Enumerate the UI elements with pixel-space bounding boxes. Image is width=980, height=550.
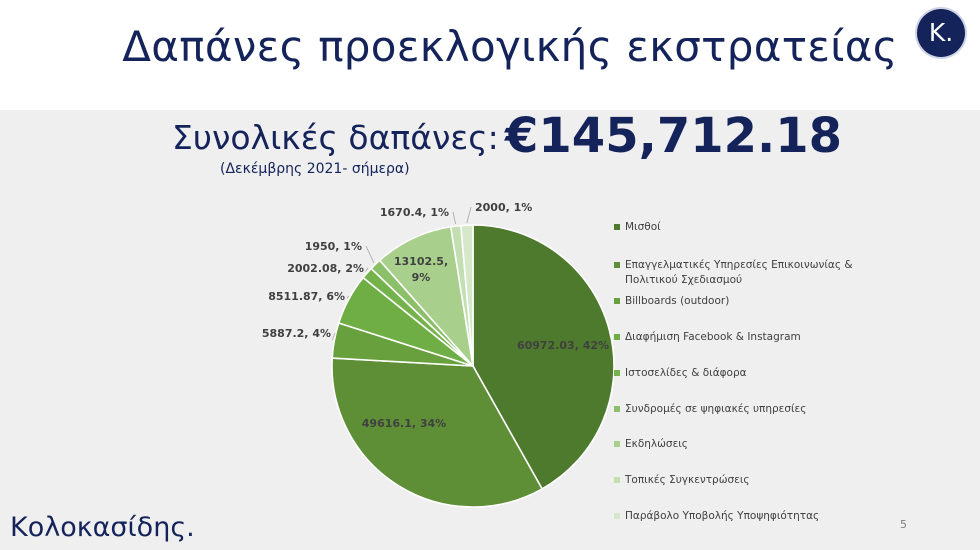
pie-slice xyxy=(459,224,474,367)
slice-label: 60972.03, 42% xyxy=(517,339,609,352)
logo-badge: K. xyxy=(917,9,965,57)
legend-label: Παράβολο Υποβολής Υποψηφιότητας xyxy=(625,510,820,522)
legend-swatch xyxy=(614,441,620,447)
slice-label: 1670.4, 1% xyxy=(380,206,449,219)
pie-slice xyxy=(472,224,615,490)
brand-logo: Κολοκασίδης. xyxy=(10,512,195,543)
legend-swatch xyxy=(614,513,620,519)
header-band xyxy=(0,0,980,110)
page-number: 5 xyxy=(900,518,907,531)
legend-label: Επαγγελματικές Υπηρεσίες Επικοινωνίας & … xyxy=(625,259,853,286)
slice-label: 2000, 1% xyxy=(475,201,532,214)
legend-label: Μισθοί xyxy=(625,221,661,233)
legend-swatch xyxy=(614,477,620,483)
leader-line xyxy=(466,206,472,224)
leader-line xyxy=(332,332,336,341)
legend-label: Εκδηλώσεις xyxy=(625,438,688,450)
leader-line xyxy=(452,211,456,225)
total-expenses-label: Συνολικές δαπάνες: xyxy=(172,118,499,157)
pie-slice xyxy=(331,357,544,508)
legend-label: Διαφήμιση Facebook & Instagram xyxy=(625,331,801,343)
slice-label: 13102.5, 9% xyxy=(394,255,448,284)
slice-label: 1950, 1% xyxy=(305,240,362,253)
legend-label: Τοπικές Συγκεντρώσεις xyxy=(625,474,750,486)
leader-line xyxy=(346,295,350,299)
legend-swatch xyxy=(614,406,620,412)
legend-swatch xyxy=(614,262,620,268)
leader-line xyxy=(365,245,375,264)
legend-swatch xyxy=(614,298,620,304)
legend-label: Συνδρομές σε ψηφιακές υπηρεσίες xyxy=(625,403,807,415)
slice-label: 8511.87, 6% xyxy=(268,290,345,303)
legend-swatch xyxy=(614,370,620,376)
slide-title: Δαπάνες προεκλογικής εκστρατείας xyxy=(122,22,898,71)
period-label: (Δεκέμβρης 2021- σήμερα) xyxy=(220,161,410,177)
legend-label: Billboards (outdoor) xyxy=(625,295,730,307)
total-expenses-value: €145,712.18 xyxy=(505,108,843,164)
slice-label: 5887.2, 4% xyxy=(262,327,331,340)
legend-label: Ιστοσελίδες & διάφορα xyxy=(625,367,747,379)
leader-line xyxy=(365,267,369,272)
slice-label: 2002.08, 2% xyxy=(287,262,364,275)
pie-slice xyxy=(378,225,475,369)
legend-swatch xyxy=(614,224,620,230)
slice-label: 49616.1, 34% xyxy=(362,417,446,430)
legend-swatch xyxy=(614,334,620,340)
